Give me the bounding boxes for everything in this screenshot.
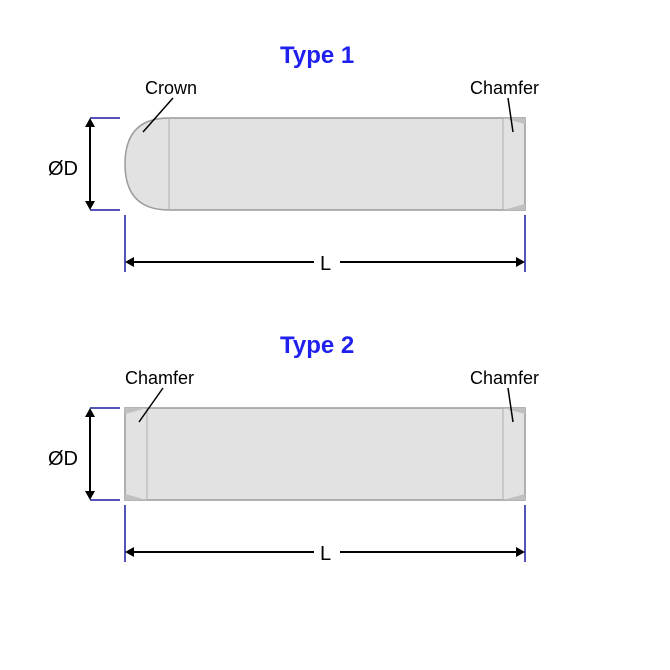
diameter-label-type2: ØD bbox=[48, 448, 78, 471]
diameter-label-type1: ØD bbox=[48, 158, 78, 181]
crown-label: Crown bbox=[145, 78, 197, 99]
type2-title: Type 2 bbox=[280, 332, 354, 360]
chamfer-label-left-type2: Chamfer bbox=[125, 368, 194, 389]
length-label-type1: L bbox=[320, 253, 331, 276]
chamfer-label-right-type2: Chamfer bbox=[470, 368, 539, 389]
type1-title: Type 1 bbox=[280, 42, 354, 70]
length-label-type2: L bbox=[320, 543, 331, 566]
chamfer-label-type1: Chamfer bbox=[470, 78, 539, 99]
